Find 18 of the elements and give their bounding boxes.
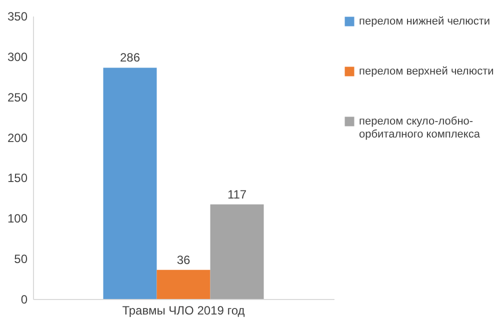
data-label: 286: [120, 50, 140, 65]
y-tick-label: 250: [7, 90, 28, 104]
y-tick-label: 350: [7, 10, 28, 24]
legend-label: перелом верхней челюсти: [359, 66, 494, 78]
bar: [103, 68, 157, 299]
data-label: 117: [227, 187, 247, 202]
y-tick-label: 300: [7, 50, 28, 64]
y-tick-label: 200: [7, 130, 28, 145]
y-tick-label: 0: [20, 292, 28, 306]
x-tick-label: Травмы ЧЛО 2019 год: [122, 304, 245, 318]
bar: [210, 204, 264, 299]
y-tick-label: 50: [14, 252, 28, 266]
legend-label: перелом нижней челюсти: [359, 16, 490, 28]
y-tick-label: 150: [7, 171, 28, 186]
legend-label: перелом скуло-лобно-орбиталного комплекса: [359, 116, 481, 140]
data-label: 36: [176, 252, 190, 267]
bar: [156, 270, 210, 299]
y-tick-label: 100: [7, 212, 28, 226]
